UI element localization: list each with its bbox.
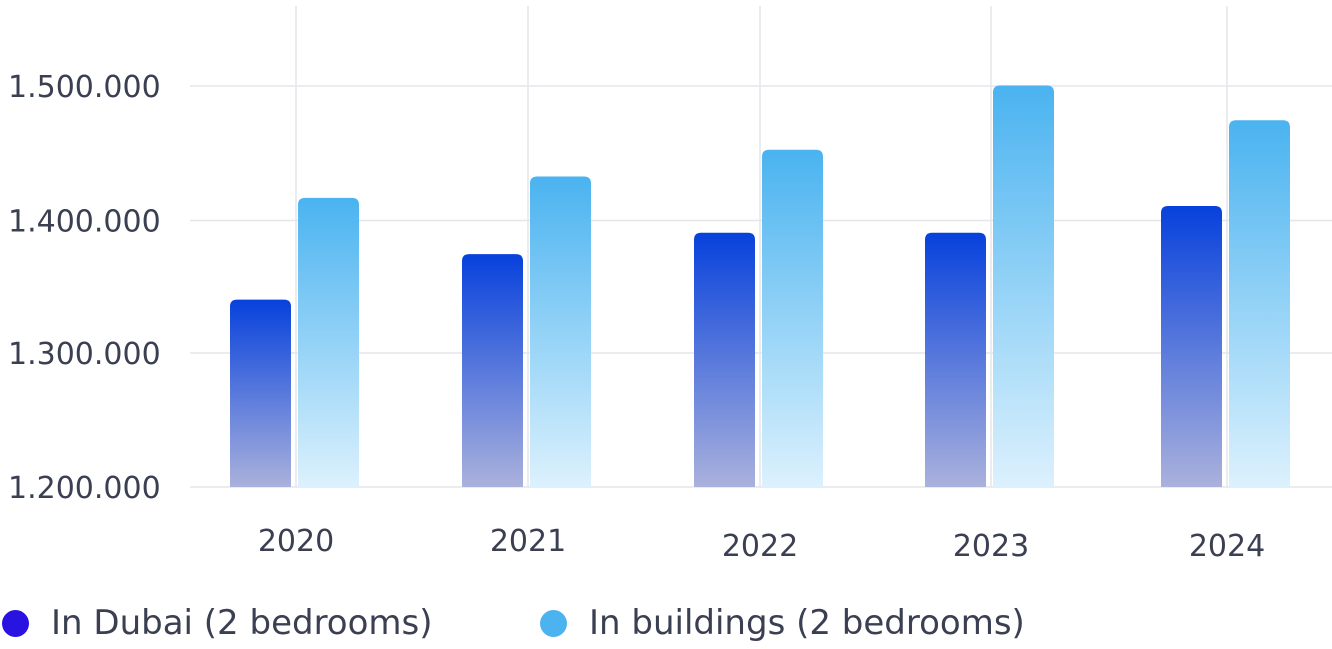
- bar-buildings-2022[interactable]: [762, 149, 823, 488]
- bar-buildings-2021[interactable]: [530, 176, 591, 488]
- y-tick-label: 1.400.000: [8, 205, 161, 240]
- bar-buildings-2024[interactable]: [1229, 120, 1290, 488]
- bar-buildings-2023[interactable]: [993, 85, 1054, 488]
- bar-dubai-2021[interactable]: [462, 254, 523, 487]
- bars: [230, 85, 1290, 488]
- y-axis-ticks: 1.200.000 1.300.000 1.400.000 1.500.000: [8, 70, 161, 506]
- x-tick-label: 2021: [490, 524, 566, 559]
- legend: In Dubai (2 bedrooms) In buildings (2 be…: [0, 597, 1332, 649]
- x-tick-label: 2020: [258, 524, 334, 559]
- vertical-gridlines: [295, 6, 1228, 487]
- legend-item-buildings[interactable]: In buildings (2 bedrooms): [540, 597, 1025, 649]
- y-tick-label: 1.200.000: [8, 471, 161, 506]
- legend-label-buildings: In buildings (2 bedrooms): [589, 603, 1025, 643]
- horizontal-gridlines: [190, 85, 1332, 488]
- bar-dubai-2024[interactable]: [1161, 205, 1222, 487]
- legend-dot-buildings-icon: [540, 609, 567, 637]
- bar-dubai-2022[interactable]: [694, 232, 755, 487]
- legend-label-dubai: In Dubai (2 bedrooms): [51, 603, 433, 643]
- x-tick-label: 2022: [722, 529, 798, 564]
- bar-buildings-2020[interactable]: [298, 197, 359, 488]
- y-tick-label: 1.500.000: [8, 70, 161, 105]
- x-axis-ticks: 2020 2021 2022 2023 2024: [258, 524, 1265, 564]
- x-tick-label: 2024: [1189, 529, 1265, 564]
- bar-chart: 1.200.000 1.300.000 1.400.000 1.500.000 202…: [8, 6, 1332, 564]
- x-tick-label: 2023: [953, 529, 1029, 564]
- legend-item-dubai[interactable]: In Dubai (2 bedrooms): [2, 597, 433, 649]
- y-tick-label: 1.300.000: [8, 337, 161, 372]
- legend-dot-dubai-icon: [2, 609, 29, 637]
- bar-dubai-2023[interactable]: [925, 232, 986, 487]
- bar-dubai-2020[interactable]: [230, 299, 291, 487]
